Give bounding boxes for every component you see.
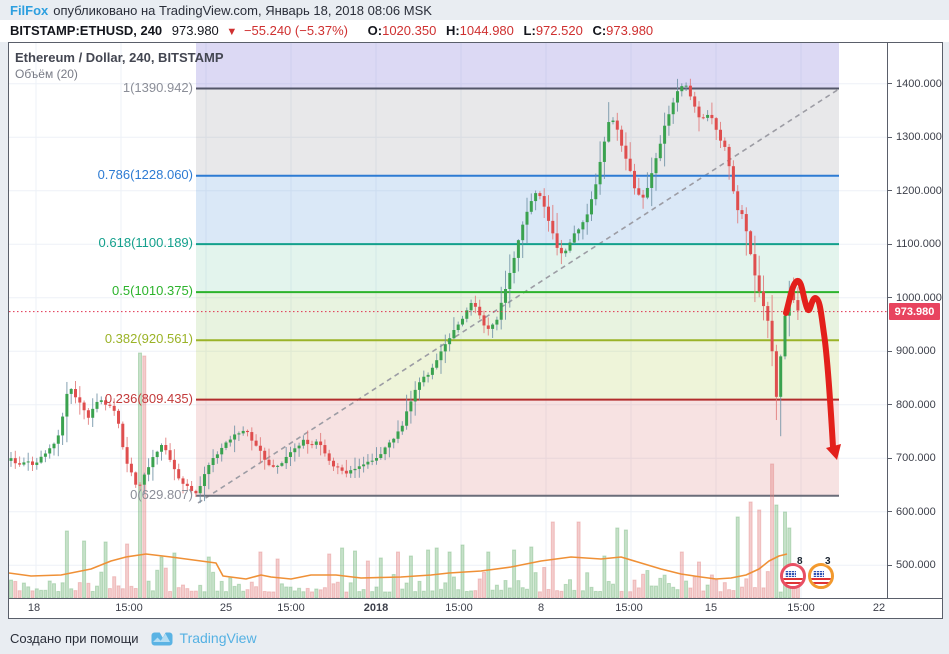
last-price: 973.980 bbox=[171, 23, 219, 38]
low-label: L: bbox=[523, 23, 536, 38]
flag-stripes bbox=[811, 577, 831, 586]
idea-marker-flag-icon[interactable] bbox=[780, 563, 806, 589]
chart-plot-area[interactable]: Ethereum / Dollar, 240, BITSTAMP Объём (… bbox=[9, 43, 887, 598]
flag-canton bbox=[785, 571, 796, 579]
price-tick-label: 500.000 bbox=[888, 558, 936, 572]
close-value: 973.980 bbox=[606, 23, 654, 38]
chart-frame: Ethereum / Dollar, 240, BITSTAMP Объём (… bbox=[8, 42, 943, 619]
footer: Создано при помощи TradingView bbox=[10, 628, 257, 648]
price-tick-label: 700.000 bbox=[888, 451, 936, 465]
time-tick-label: 15:00 bbox=[445, 602, 473, 614]
price-change: −55.240 (−5.37%) bbox=[243, 23, 349, 38]
time-tick-label: 15:00 bbox=[277, 602, 305, 614]
close-label: C: bbox=[592, 23, 607, 38]
down-arrow-icon: ▼ bbox=[226, 26, 238, 38]
price-tick-label: 1100.000 bbox=[888, 237, 941, 251]
time-tick-label: 15:00 bbox=[115, 602, 143, 614]
price-tick-label: 1300.000 bbox=[888, 130, 942, 144]
time-tick-label: 15:00 bbox=[787, 602, 815, 614]
price-tick-label: 600.000 bbox=[888, 505, 936, 519]
price-axis[interactable]: 973.980 1400.000 1300.000 1200.000 1100.000… bbox=[887, 43, 942, 598]
high-value: 1044.980 bbox=[459, 23, 514, 38]
price-tick-label: 900.000 bbox=[888, 344, 936, 358]
quote-bar: BITSTAMP:ETHUSD, 240 973.980 ▼ −55.240 (… bbox=[10, 23, 653, 38]
candlestick-chart bbox=[9, 43, 887, 598]
flag-stripes bbox=[783, 577, 803, 586]
symbol-name: BITSTAMP:ETHUSD, 240 bbox=[10, 23, 163, 38]
author-link[interactable]: FilFox bbox=[10, 3, 49, 18]
time-tick-label: 15 bbox=[704, 602, 718, 614]
time-tick-label: 15:00 bbox=[615, 602, 643, 614]
price-tick-label: 1400.000 bbox=[888, 77, 942, 91]
idea-marker-count: 3 bbox=[825, 556, 831, 567]
high-label: H: bbox=[445, 23, 460, 38]
idea-marker-count: 8 bbox=[797, 556, 803, 567]
last-price-badge: 973.980 bbox=[889, 303, 940, 321]
price-tick-label: 800.000 bbox=[888, 398, 936, 412]
tradingview-link[interactable]: TradingView bbox=[179, 630, 257, 646]
published-note: FilFox опубликовано на TradingView.com, Я… bbox=[10, 3, 432, 19]
quote-strip-bg bbox=[0, 20, 949, 42]
price-tick-label: 1000.000 bbox=[888, 291, 942, 305]
time-tick-label: 8 bbox=[537, 602, 545, 614]
published-text: опубликовано на TradingView.com, Январь … bbox=[53, 3, 432, 18]
idea-marker-flag-icon[interactable] bbox=[808, 563, 834, 589]
open-value: 1020.350 bbox=[382, 23, 437, 38]
flag-canton bbox=[813, 571, 824, 579]
price-tick-label: 1200.000 bbox=[888, 184, 942, 198]
time-tick-label: 22 bbox=[872, 602, 886, 614]
open-label: O: bbox=[367, 23, 383, 38]
footer-text: Создано при помощи bbox=[10, 630, 139, 646]
time-tick-label: 25 bbox=[219, 602, 233, 614]
time-tick-label: 18 bbox=[27, 602, 41, 614]
time-axis[interactable]: 18 15:00 25 15:00 2018 15:00 8 15:00 15 15:00 22 bbox=[9, 598, 942, 618]
time-tick-label: 2018 bbox=[363, 602, 389, 614]
tradingview-logo-icon[interactable] bbox=[151, 631, 173, 646]
low-value: 972.520 bbox=[535, 23, 583, 38]
